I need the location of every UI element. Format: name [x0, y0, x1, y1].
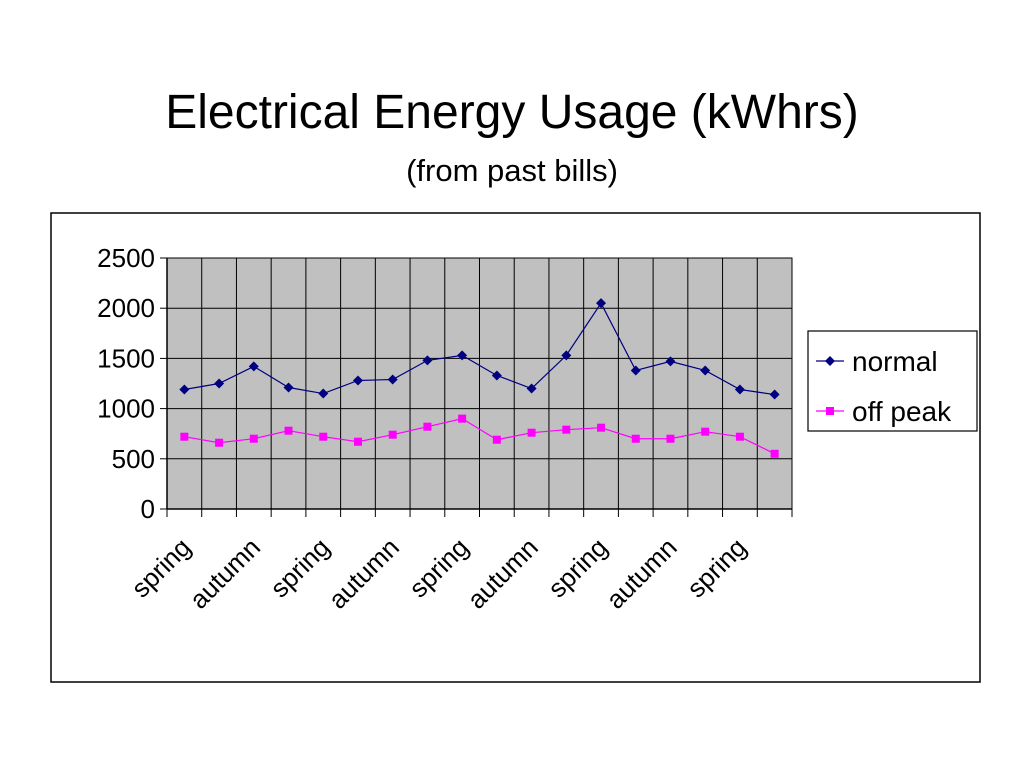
- data-point: [561, 350, 572, 361]
- data-point: [422, 355, 433, 366]
- data-point: [457, 350, 468, 361]
- data-point: [700, 365, 711, 376]
- data-point: [769, 389, 780, 400]
- data-point: [353, 437, 362, 446]
- legend-box: [807, 330, 978, 432]
- y-tick-label: 1500: [97, 343, 155, 373]
- data-point: [597, 423, 606, 432]
- data-point: [423, 422, 432, 431]
- legend-label: normal: [852, 346, 938, 377]
- y-tick-label: 2500: [97, 243, 155, 273]
- data-point: [631, 434, 640, 443]
- data-point: [387, 374, 398, 385]
- data-point: [770, 449, 779, 458]
- data-point: [630, 365, 641, 376]
- y-tick-label: 1000: [97, 394, 155, 424]
- data-point: [284, 426, 293, 435]
- data-point: [596, 298, 607, 309]
- data-point: [491, 370, 502, 381]
- data-point: [527, 428, 536, 437]
- data-point: [318, 388, 329, 399]
- data-point: [734, 384, 745, 395]
- data-point: [319, 432, 328, 441]
- data-point: [352, 375, 363, 386]
- data-point: [249, 434, 258, 443]
- data-point: [179, 384, 190, 395]
- data-point: [665, 356, 676, 367]
- legend-marker: [826, 407, 834, 415]
- data-point: [701, 427, 710, 436]
- data-point: [283, 382, 294, 393]
- data-point: [215, 438, 224, 447]
- data-point: [735, 432, 744, 441]
- data-point: [458, 414, 467, 423]
- legend-marker: [825, 356, 835, 366]
- data-point: [666, 434, 675, 443]
- legend-label: off peak: [852, 396, 952, 427]
- data-point: [388, 430, 397, 439]
- data-point: [180, 432, 189, 441]
- data-point: [214, 378, 225, 389]
- data-point: [526, 383, 537, 394]
- series-line: [184, 301, 775, 396]
- data-point: [248, 361, 259, 372]
- chart-title: Electrical Energy Usage (kWhrs): [165, 86, 859, 139]
- y-tick-label: 0: [141, 494, 155, 524]
- series-line: [184, 418, 775, 455]
- chart-subtitle: (from past bills): [406, 153, 618, 188]
- data-point: [562, 425, 571, 434]
- data-point: [492, 435, 501, 444]
- y-tick-label: 2000: [97, 293, 155, 323]
- y-tick-label: 500: [112, 444, 155, 474]
